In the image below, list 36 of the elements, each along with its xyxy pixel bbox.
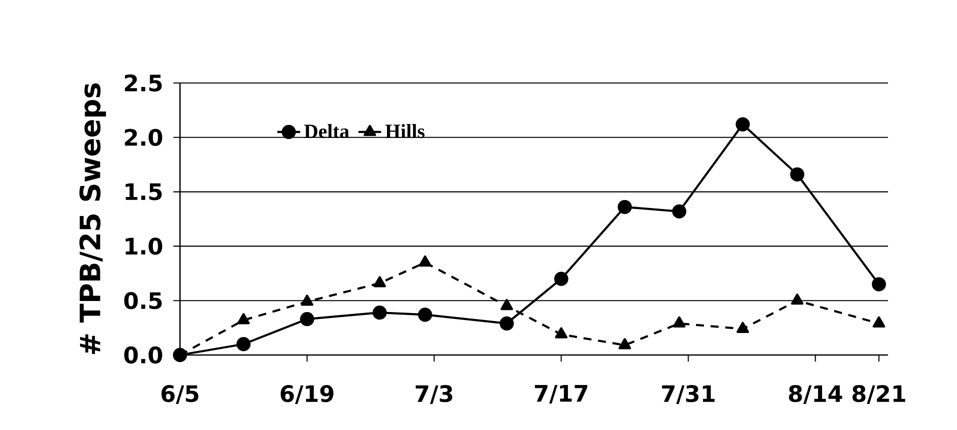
point [790,167,804,182]
point [672,204,686,218]
point [554,272,568,286]
point [373,276,386,288]
point [237,313,250,324]
y-tick-label: 2.5 [124,74,162,92]
point [618,338,632,350]
point [300,294,314,306]
y-tick-label: 0.5 [124,292,162,310]
point [500,316,514,331]
point [872,316,886,328]
y-tick-label: 2.0 [124,128,162,146]
point [618,200,632,214]
point [554,327,568,338]
x-tick-label: 7/3 [416,385,452,404]
x-tick-label: 8/14 [788,385,842,404]
y-axis-title: # TPB/25 Sweeps [79,83,106,354]
x-tick-label: 7/31 [662,385,715,404]
point [736,322,750,333]
point [736,117,750,132]
point [418,255,432,267]
x-tick-label: 6/5 [161,385,198,404]
x-tick-label: 6/19 [280,385,334,404]
y-tick-label: 0.0 [124,346,162,364]
point [372,306,387,320]
point [418,308,432,322]
point [672,316,686,328]
point [790,294,804,305]
point [500,298,514,310]
point [872,277,886,292]
y-tick-label: 1.0 [126,238,162,255]
point [300,312,314,326]
y-tick-label: 1.5 [126,183,162,200]
x-tick-label: 8/21 [852,385,906,404]
x-tick-label: 7/17 [534,385,588,404]
point [236,337,251,352]
